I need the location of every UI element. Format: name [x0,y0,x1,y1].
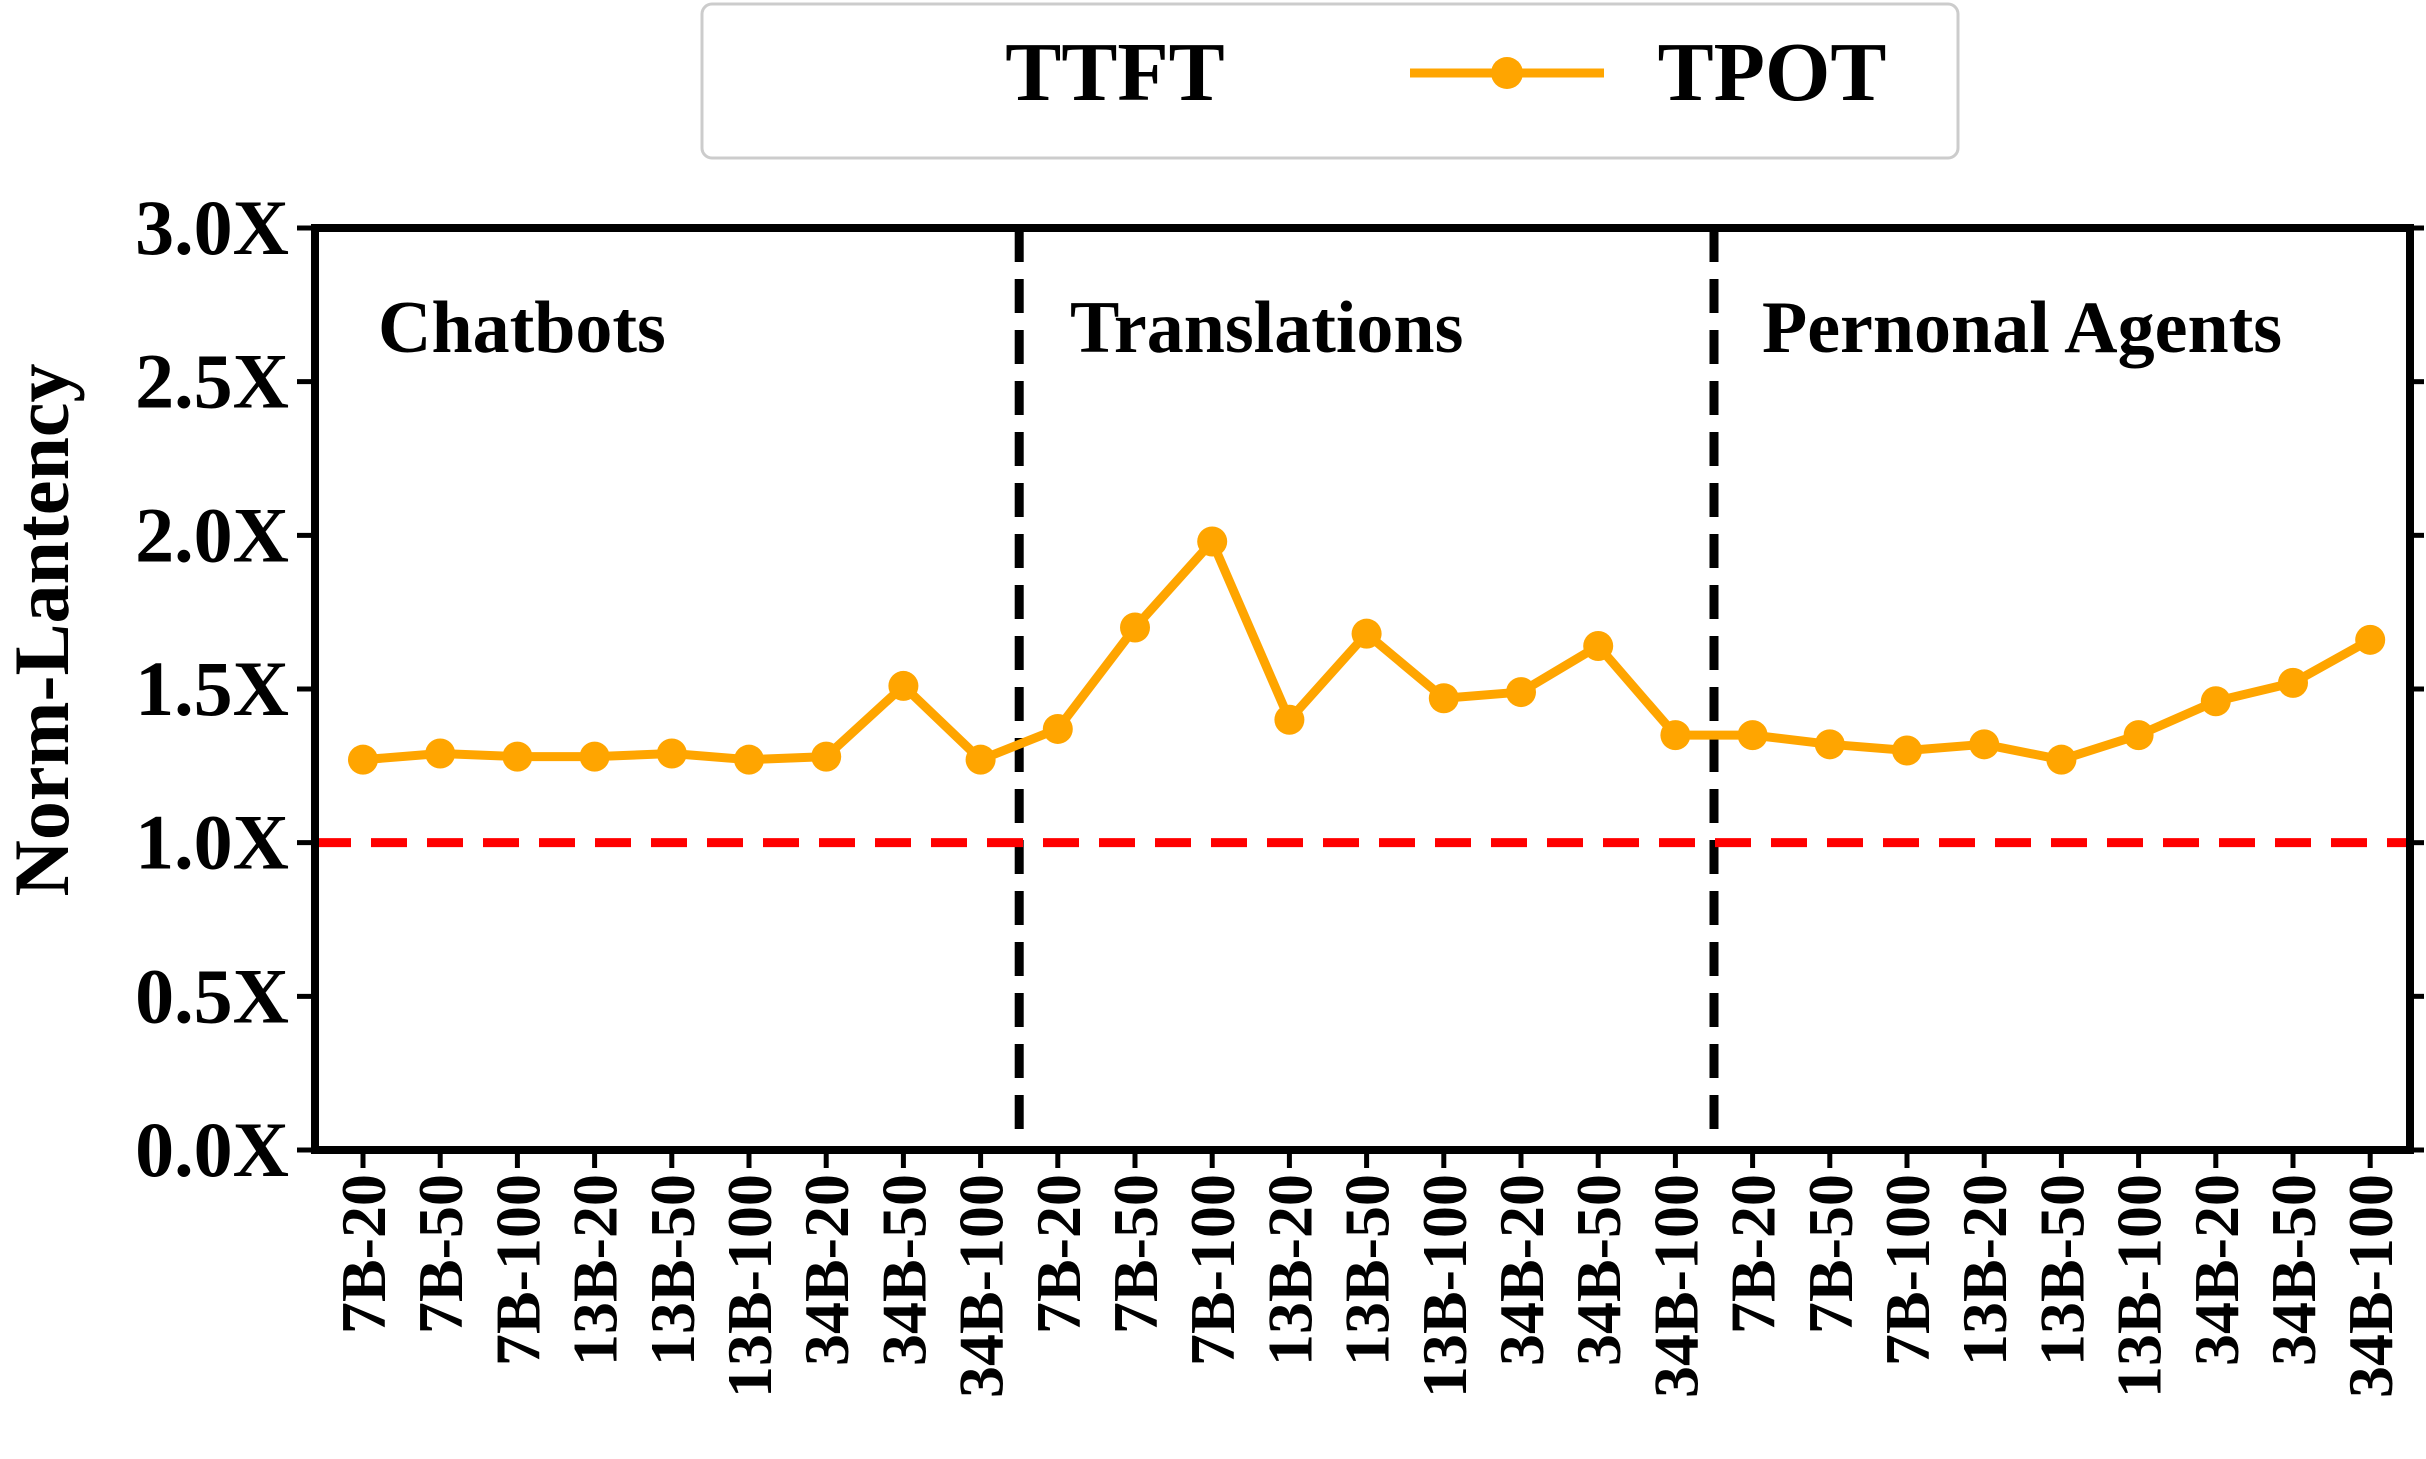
x-tick-label: 34B-20 [791,1174,862,1366]
data-point [1737,720,1768,751]
x-tick-label: 13B-100 [1409,1174,1480,1398]
data-point [1351,618,1382,649]
data-point [1042,713,1073,744]
x-tick-label: 7B-20 [328,1174,399,1334]
x-tick-label: 13B-20 [1254,1174,1325,1366]
x-tick-label: 13B-100 [2104,1174,2175,1398]
data-point [1583,630,1614,661]
y-tick-label: 3.0X [135,184,289,271]
data-point [1428,683,1459,714]
group-label-personal-agents: Pernonal Agents [1762,287,2282,369]
x-tick-label: 7B-50 [1100,1174,1171,1334]
x-tick-label: 13B-100 [714,1174,785,1398]
x-tick-label: 34B-20 [1486,1174,1557,1366]
data-point [1120,612,1150,643]
data-point [2355,624,2386,655]
data-point [888,670,919,701]
data-point [425,738,456,769]
x-tick-label: 34B-50 [868,1174,939,1366]
x-tick-label: 34B-50 [2258,1174,2329,1366]
data-point [965,744,996,775]
x-tick-label: 7B-100 [1872,1174,1943,1366]
data-point [2046,744,2077,775]
x-tick-label: 34B-100 [1640,1174,1711,1398]
data-point [2200,686,2231,717]
y-axis-label: Norm-Lantency [0,364,85,897]
x-tick-label: 13B-50 [637,1174,708,1366]
data-point [2278,667,2308,698]
group-label-translations: Translations [1070,287,1463,369]
y-tick-label: 2.5X [135,338,289,425]
x-axis-ticks: 7B-20 7B-50 7B-100 13B-20 13B-50 13B-100 34B-2… [328,1150,2406,1398]
x-tick-label: 7B-50 [405,1174,476,1334]
legend-marker-tpot [1491,57,1523,89]
x-tick-label: 13B-20 [560,1174,631,1366]
x-tick-label: 7B-50 [1795,1174,1866,1334]
y-tick-label: 1.5X [135,645,289,732]
x-tick-label: 7B-100 [482,1174,553,1366]
x-tick-label: 34B-50 [1563,1174,1634,1366]
data-point [1892,735,1922,766]
legend-frame [700,2,1960,160]
data-point [579,741,610,772]
data-point [502,741,533,772]
legend-entry-tpot: TPOT [1658,26,1887,119]
y-tick-label: 1.0X [135,799,289,886]
x-tick-label: 34B-20 [2181,1174,2252,1366]
x-tick-label: 13B-20 [1949,1174,2020,1366]
group-dividers [1014,228,1719,1150]
series-line-tpot [362,536,2373,765]
plot-frame [311,224,2414,1154]
x-tick-label: 13B-50 [2026,1174,2097,1366]
data-point [1660,720,1691,751]
x-tick-label: 34B-100 [2335,1174,2406,1398]
data-point [656,738,687,769]
data-point [811,741,842,772]
data-point [1969,729,2000,760]
y-tick-label: 2.0X [135,491,289,578]
y-tick-label: 0.5X [135,952,289,1039]
data-point [734,744,764,775]
legend-entry-ttft: TTFT [1005,26,1224,119]
x-tick-label: 7B-20 [1718,1174,1789,1334]
legend: TTFT TPOT [700,2,1960,160]
y-axis-ticks: 0.0X 0.5X 1.0X 1.5X 2.0X 2.5X 3.0X [135,184,2424,1193]
data-point [1197,526,1228,557]
data-point [2123,720,2154,751]
y-tick-label: 0.0X [135,1106,289,1193]
series-points-tpot [348,526,2386,775]
data-point [1506,677,1536,708]
x-tick-label: 7B-20 [1023,1174,1094,1334]
data-point [348,744,378,775]
data-point [1274,704,1305,735]
x-tick-label: 7B-100 [1177,1174,1248,1366]
x-tick-label: 34B-100 [946,1174,1017,1398]
data-point [1814,729,1845,760]
group-label-chatbots: Chatbots [378,287,666,369]
x-tick-label: 13B-50 [1332,1174,1403,1366]
